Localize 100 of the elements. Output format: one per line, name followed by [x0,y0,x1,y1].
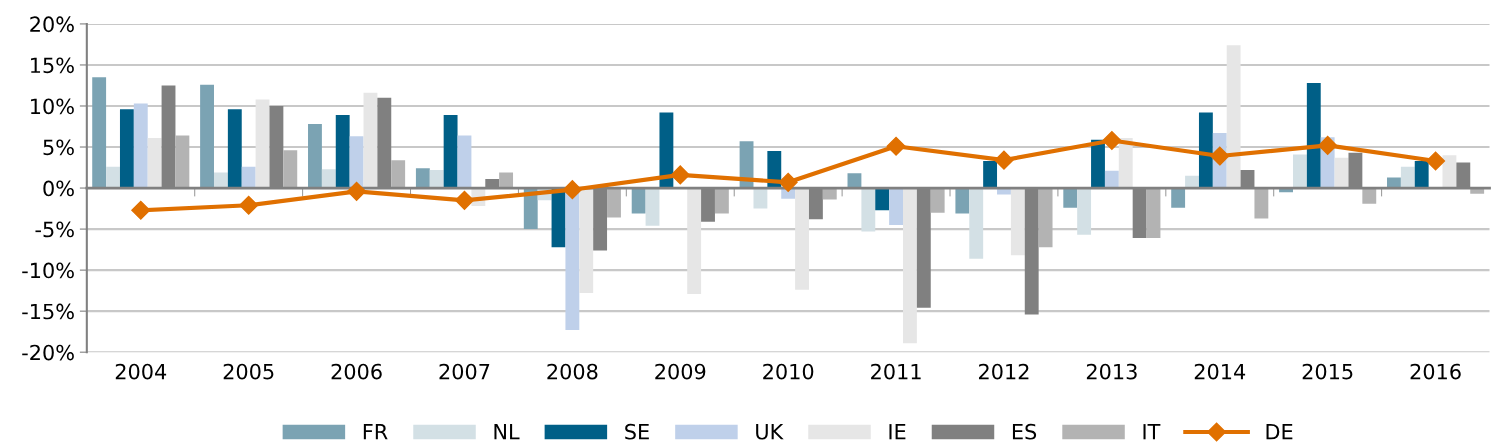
bar [889,188,904,225]
x-tick-label: 2013 [1086,363,1137,380]
point [239,195,259,215]
y-tick-label: 20% [30,16,74,33]
bar [1226,45,1241,189]
bar [335,115,350,189]
legend-label: DE [1266,424,1293,440]
bar [415,168,430,189]
bar [283,150,298,189]
point [1102,130,1122,150]
y-tick-label: -15% [22,303,74,320]
bar [1038,188,1053,248]
x-tick-label: 2009 [655,363,706,380]
bar [1185,175,1199,189]
legend-label: NL [494,424,520,440]
y-tick-label: 5% [43,139,74,156]
bar [955,188,970,214]
bar [457,135,472,189]
y-tick-label: -10% [22,262,74,279]
bar [1118,137,1133,189]
bar [200,84,214,189]
bar [1387,177,1401,189]
x-tick-label: 2012 [978,363,1029,380]
bar [119,109,134,189]
bar [687,188,702,294]
legend-label: IT [1143,424,1161,440]
bar [308,124,322,189]
bar [499,172,514,189]
bar [659,112,674,189]
bar [1146,188,1161,239]
bar [1063,188,1078,208]
legend-label: SE [625,423,649,440]
bar [861,188,876,232]
point [562,180,582,200]
bar [1292,154,1307,189]
legend-label: IE [889,424,906,440]
bar [443,115,458,189]
bar [1077,188,1092,235]
bar [106,166,120,189]
bar [363,92,378,189]
bar [227,109,242,189]
bar [714,188,729,214]
point [454,190,475,210]
x-tick-label: 2006 [331,363,382,380]
point [347,181,367,201]
point [1318,135,1338,155]
y-tick-label: -20% [22,344,74,361]
bar [969,188,984,259]
x-tick-label: 2007 [439,363,490,380]
bar [213,172,228,189]
bar [1104,170,1119,189]
bar [147,137,162,189]
bar [579,188,594,294]
bar [1334,157,1349,189]
bar [391,160,406,189]
bar [1442,155,1457,189]
bar [1198,112,1213,189]
legend-label: UK [756,424,784,440]
point [778,172,798,192]
bar [349,136,364,189]
legend-label: FR [363,424,388,440]
bar [753,188,768,209]
x-tick-label: 2008 [547,363,598,380]
x-tick-label: 2005 [223,363,274,380]
bar [92,77,107,189]
bar [930,188,945,213]
y-tick-label: -5% [35,221,74,238]
bar [1010,188,1025,256]
point [994,150,1014,170]
point [1426,151,1446,171]
bar [255,99,270,189]
bar [1306,83,1321,189]
bar [607,188,621,218]
bar [1171,188,1186,208]
point [1210,146,1230,166]
x-tick-label: 2004 [115,363,167,380]
x-tick-label: 2011 [871,363,921,380]
bar [997,188,1011,195]
bar [133,103,148,189]
bar [875,188,890,211]
y-tick-label: 15% [31,57,74,74]
bar [645,188,660,226]
y-tick-label: 10% [31,98,74,115]
bar [903,188,917,344]
x-tick-label: 2015 [1302,363,1353,380]
bar [983,160,998,189]
x-tick-label: 2014 [1194,363,1246,380]
bar [1254,188,1269,219]
bar [1362,188,1377,204]
point [670,165,690,185]
bar [429,170,444,189]
bar [321,169,336,189]
bar [822,188,837,200]
x-tick-label: 2010 [763,363,814,380]
legend-label: ES [1012,423,1037,440]
bar [175,135,190,189]
point [886,136,906,156]
bar [631,188,646,214]
bar [241,166,256,189]
point [131,200,151,220]
